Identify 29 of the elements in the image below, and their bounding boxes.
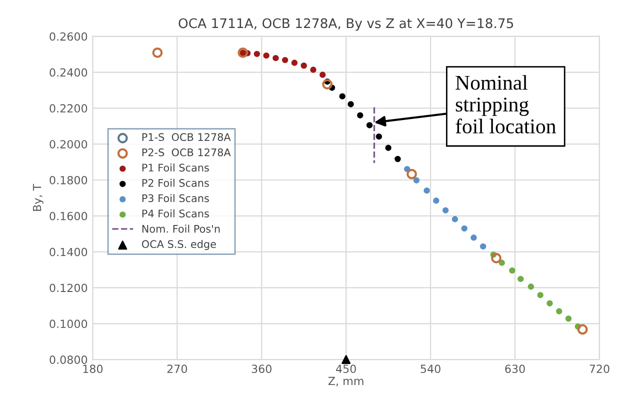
y-tick-label: 0.0800 bbox=[50, 356, 88, 364]
x-tick-label: 720 bbox=[590, 364, 610, 374]
y-tick-label: 0.2400 bbox=[50, 68, 88, 77]
y-tick-label: 0.1200 bbox=[50, 284, 88, 292]
x-tick-label: 270 bbox=[167, 364, 188, 374]
y-tick-label: 0.1400 bbox=[50, 248, 88, 256]
y-tick-label: 0.1800 bbox=[50, 176, 88, 184]
y-tick-label: 0.1600 bbox=[50, 212, 88, 220]
y-tick-label: 0.2600 bbox=[50, 32, 88, 41]
y-tick-label: 0.1000 bbox=[50, 320, 88, 328]
legend-label: OCA S.S. edge bbox=[142, 240, 216, 250]
legend-label: P1 Foil Scans bbox=[142, 164, 209, 172]
x-tick-label: 450 bbox=[336, 364, 356, 374]
chart-title: OCA 1711A, OCB 1278A, By vs Z at X=40 Y=18.75 bbox=[178, 18, 514, 31]
legend-label: P2-S OCB 1278A bbox=[142, 148, 231, 156]
x-axis-title: Z, mm bbox=[328, 376, 364, 386]
x-tick-label: 360 bbox=[252, 364, 272, 374]
annotation: Nominal stripping foil location bbox=[456, 75, 556, 134]
legend-label: Nom. Foil Pos'n bbox=[142, 224, 220, 233]
x-tick-label: 540 bbox=[420, 364, 440, 374]
legend-label: P3 Foil Scans bbox=[142, 194, 209, 202]
y-axis-title: By, T bbox=[32, 184, 44, 211]
y-tick-label: 0.2000 bbox=[50, 140, 88, 148]
legend-label: P4 Foil Scans bbox=[142, 209, 209, 218]
legend-label: P2 Foil Scans bbox=[142, 178, 209, 187]
x-tick-label: 630 bbox=[505, 364, 525, 374]
y-tick-label: 0.2200 bbox=[50, 104, 88, 113]
legend-label: P1-S OCB 1278A bbox=[142, 133, 231, 142]
x-tick-label: 180 bbox=[83, 364, 103, 374]
